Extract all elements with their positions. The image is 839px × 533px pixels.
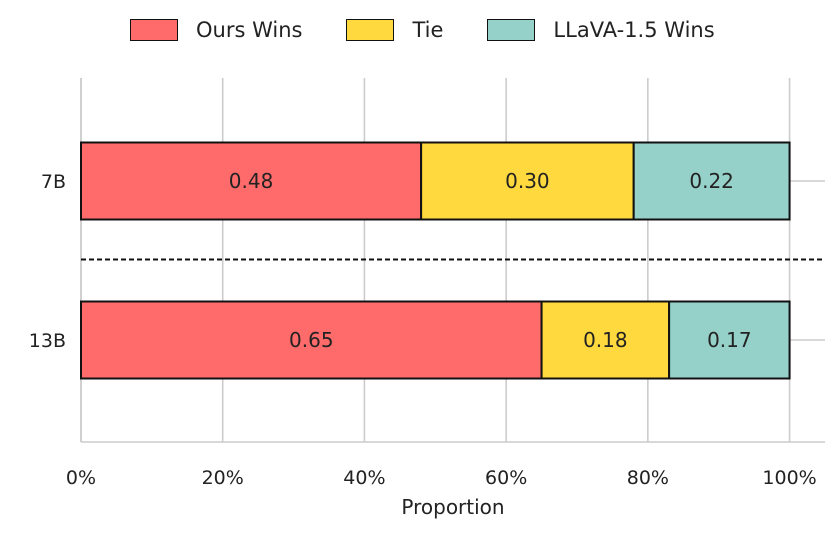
legend-label-llava-wins: LLaVA-1.5 Wins bbox=[553, 18, 715, 42]
bar-value-label-7b-0: 0.48 bbox=[229, 169, 274, 193]
x-tick-label-4: 80% bbox=[627, 467, 669, 489]
legend-item-tie: Tie bbox=[346, 18, 443, 42]
x-tick-label-0: 0% bbox=[66, 467, 96, 489]
legend-item-llava-wins: LLaVA-1.5 Wins bbox=[487, 18, 715, 42]
x-axis-label: Proportion bbox=[401, 495, 504, 519]
bar-value-label-13b-1: 0.18 bbox=[583, 328, 628, 352]
bar-7b-ours-wins bbox=[80, 141, 423, 221]
y-tick-label-1: 13B bbox=[29, 330, 66, 352]
bar-7b-tie bbox=[420, 141, 635, 221]
legend-swatch-ours-wins bbox=[130, 19, 178, 41]
legend-swatch-llava-wins bbox=[487, 19, 536, 41]
bar-value-label-7b-1: 0.30 bbox=[505, 169, 550, 193]
bar-13b-tie bbox=[540, 300, 671, 380]
legend-item-ours-wins: Ours Wins bbox=[130, 18, 302, 42]
y-tick-label-0: 7B bbox=[41, 171, 66, 193]
x-tick-label-5: 100% bbox=[762, 467, 816, 489]
legend-label-tie: Tie bbox=[412, 18, 444, 42]
legend-swatch-tie bbox=[346, 19, 395, 41]
bar-value-label-13b-0: 0.65 bbox=[289, 328, 334, 352]
x-tick-label-2: 40% bbox=[343, 467, 385, 489]
bar-13b-llava-1-5-wins bbox=[668, 300, 791, 380]
x-tick-label-3: 60% bbox=[485, 467, 527, 489]
bar-7b-llava-1-5-wins bbox=[632, 141, 791, 221]
bar-value-label-13b-2: 0.17 bbox=[707, 328, 752, 352]
x-tick-label-1: 20% bbox=[202, 467, 244, 489]
legend: Ours Wins Tie LLaVA-1.5 Wins bbox=[130, 18, 715, 42]
bar-value-label-7b-2: 0.22 bbox=[689, 169, 734, 193]
legend-label-ours-wins: Ours Wins bbox=[196, 18, 303, 42]
bar-13b-ours-wins bbox=[80, 300, 543, 380]
